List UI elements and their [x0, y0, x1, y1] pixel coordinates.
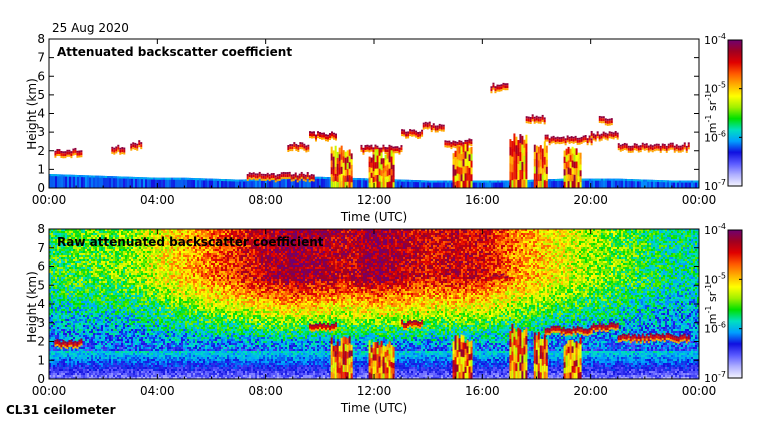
colorbar-unit-label: m-1 sr-1	[704, 284, 719, 324]
x-tick-label: 04:00	[140, 193, 175, 207]
x-tick-label: 12:00	[357, 384, 392, 398]
x-tick-label: 08:00	[248, 384, 283, 398]
colorbar-unit-label: m-1 sr-1	[704, 93, 719, 133]
x-tick-label: 00:00	[32, 193, 67, 207]
bottom-x-axis-label: Time (UTC)	[340, 401, 407, 415]
colorbar-gradient	[728, 40, 742, 186]
colorbar-tick-label: 10-7	[704, 370, 726, 385]
instrument-label: CL31 ceilometer	[6, 403, 116, 417]
bottom-heatmap	[49, 229, 699, 380]
y-tick-label: 0	[37, 372, 45, 386]
y-tick-label: 7	[37, 241, 45, 255]
date-label: 25 Aug 2020	[52, 21, 129, 35]
x-tick-label: 16:00	[465, 384, 500, 398]
x-tick-label: 00:00	[682, 193, 717, 207]
x-tick-label: 20:00	[573, 384, 608, 398]
x-tick-label: 04:00	[140, 384, 175, 398]
bottom-chart-title: Raw attenuated backscatter coefficient	[57, 235, 324, 249]
colorbar-gradient	[728, 230, 742, 378]
top-colorbar: 10-410-510-610-7m-1 sr-1	[704, 32, 742, 193]
colorbar-tick-label: 10-7	[704, 178, 726, 193]
top-heatmap	[49, 83, 699, 189]
bottom-panel: Raw attenuated backscatter coefficient 0…	[25, 222, 716, 415]
y-tick-label: 0	[37, 181, 45, 195]
y-tick-label: 8	[37, 32, 45, 46]
y-tick-label: 1	[37, 353, 45, 367]
y-tick-label: 7	[37, 51, 45, 65]
y-tick-label: 8	[37, 222, 45, 236]
x-tick-label: 08:00	[248, 193, 283, 207]
top-y-axis-label: Height (km)	[25, 78, 39, 149]
x-tick-label: 00:00	[682, 384, 717, 398]
top-panel: Attenuated backscatter coefficient 00:00…	[25, 32, 716, 224]
x-tick-label: 16:00	[465, 193, 500, 207]
x-tick-label: 00:00	[32, 384, 67, 398]
top-x-axis-label: Time (UTC)	[340, 210, 407, 224]
bottom-y-axis-label: Height (km)	[25, 271, 39, 342]
bottom-colorbar: 10-410-510-610-7m-1 sr-1	[704, 222, 742, 385]
y-tick-label: 1	[37, 162, 45, 176]
colorbar-tick-label: 10-4	[704, 32, 726, 47]
x-tick-label: 12:00	[357, 193, 392, 207]
colorbar-tick-label: 10-4	[704, 222, 726, 237]
x-tick-label: 20:00	[573, 193, 608, 207]
top-chart-title: Attenuated backscatter coefficient	[57, 45, 292, 59]
